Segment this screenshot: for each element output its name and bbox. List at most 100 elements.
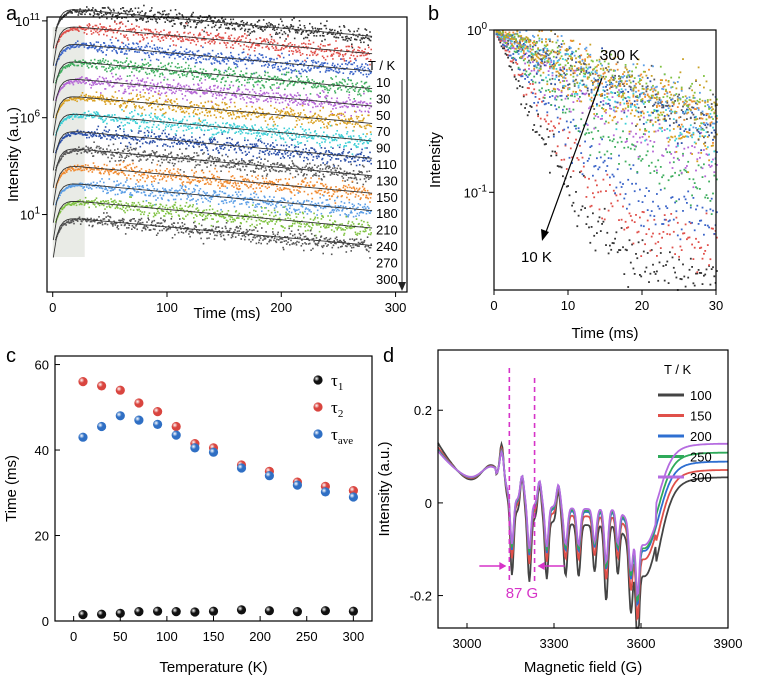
panel-a-point (340, 89, 343, 91)
panel-a-point (363, 101, 366, 103)
panel-a-point (224, 181, 226, 183)
panel-a-point (275, 31, 278, 34)
panel-a-point (286, 44, 289, 47)
panel-a-point (359, 140, 362, 143)
panel-a-point (343, 158, 346, 160)
panel-a-point (67, 116, 69, 118)
panel-a-point (279, 36, 281, 39)
panel-a-point (66, 12, 69, 14)
panel-a-point (81, 116, 83, 119)
panel-a-point (152, 118, 154, 120)
panel-a-point (121, 51, 123, 53)
panel-a-point (93, 82, 95, 84)
panel-a-point (187, 21, 190, 24)
panel-a-point (290, 25, 293, 27)
panel-a-point (289, 47, 291, 49)
panel-a-point (112, 134, 114, 137)
panel-a-point (214, 58, 217, 60)
panel-a-point (369, 59, 372, 61)
panel-a-point (292, 64, 294, 66)
panel-a-point (225, 24, 228, 26)
panel-a-point (92, 168, 94, 171)
panel-a-point (171, 53, 174, 56)
panel-a-point (349, 176, 352, 179)
panel-a-point (313, 66, 316, 68)
panel-a-point (330, 77, 332, 79)
panel-a-point (199, 61, 201, 63)
panel-a-point (227, 180, 229, 182)
panel-a-point (62, 102, 65, 104)
panel-a-point (300, 75, 303, 78)
panel-a-point (270, 87, 272, 90)
panel-a-point (60, 53, 63, 55)
panel-a-point (140, 29, 143, 32)
panel-a-point (335, 75, 337, 78)
panel-a-point (163, 56, 165, 58)
panel-a-point (227, 131, 230, 133)
panel-a-point (353, 105, 355, 108)
panel-a-point (227, 37, 230, 40)
panel-a-point (69, 168, 71, 170)
panel-a-point (215, 179, 217, 181)
panel-a-point (331, 78, 334, 80)
panel-a-point (193, 57, 195, 60)
panel-a-series-130K (52, 108, 373, 155)
panel-a-point (293, 164, 296, 167)
panel-a-point (241, 84, 243, 86)
panel-a-point (163, 175, 165, 177)
panel-a-point (274, 64, 276, 66)
panel-a-point (309, 54, 311, 57)
panel-a-point (276, 87, 278, 89)
panel-a-point (97, 26, 100, 29)
panel-a-point (135, 42, 138, 45)
panel-a-point (224, 69, 227, 72)
panel-a-point (65, 48, 68, 50)
panel-a-point (364, 48, 366, 50)
panel-a-point (128, 141, 131, 144)
panel-a-point (200, 144, 203, 146)
panel-a-point (355, 59, 357, 62)
panel-a-point (129, 85, 131, 88)
panel-a-point (188, 178, 191, 181)
panel-a-point (349, 39, 352, 41)
panel-a-point (273, 83, 275, 86)
panel-a-point (199, 141, 202, 143)
panel-a-point (165, 14, 167, 16)
panel-a-point (182, 69, 185, 71)
panel-a-point (246, 174, 248, 176)
panel-a-point (131, 170, 134, 172)
panel-a-point (71, 46, 73, 48)
panel-a-point (135, 147, 137, 150)
panel-a-point (87, 80, 90, 82)
panel-a-point (303, 37, 305, 40)
panel-a-point (279, 69, 281, 72)
panel-a-point (151, 47, 154, 50)
panel-a-point (160, 30, 162, 33)
panel-a-point (73, 64, 76, 67)
panel-a-point (327, 154, 329, 157)
panel-a-point (72, 149, 74, 152)
panel-a-point (161, 72, 163, 75)
panel-a-point (134, 166, 136, 169)
panel-a-point (303, 160, 305, 162)
panel-a-point (284, 141, 287, 144)
panel-a-point (197, 163, 199, 166)
panel-a-point (109, 80, 112, 82)
panel-a-point (104, 7, 106, 9)
panel-a-point (143, 131, 146, 134)
panel-a-point (228, 88, 230, 90)
panel-a-point (328, 165, 331, 167)
panel-a-point (196, 71, 199, 73)
panel-a-point (340, 58, 342, 60)
panel-a-point (233, 91, 235, 94)
panel-a-point (346, 83, 349, 85)
panel-a-point (315, 174, 318, 177)
panel-a-point (328, 89, 331, 92)
panel-a-point (80, 62, 83, 65)
panel-a-point (363, 51, 366, 53)
panel-a-point (183, 171, 185, 173)
panel-a-point (324, 71, 327, 73)
panel-a-point (357, 106, 359, 108)
panel-a-point (234, 165, 236, 168)
panel-a-point (77, 29, 80, 32)
